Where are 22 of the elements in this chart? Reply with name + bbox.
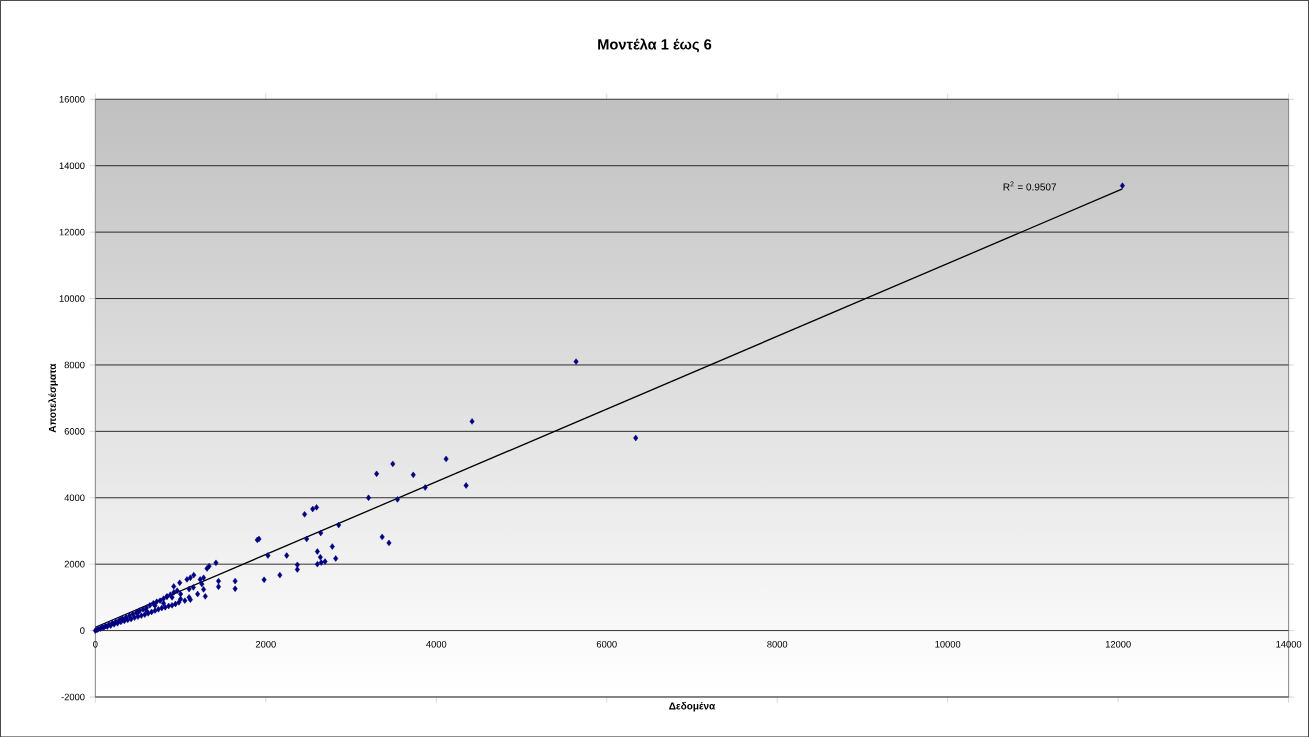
x-tick-label: 14000 [1276, 640, 1302, 648]
y-tick-label: 6000 [64, 427, 85, 435]
x-tick-label: 6000 [596, 640, 617, 648]
x-tick-label: 8000 [767, 640, 788, 648]
y-tick-label: 2000 [64, 560, 85, 568]
y-tick-label: 16000 [59, 95, 85, 103]
annotation: R$^{2}$ = 0.9507 [1003, 181, 1057, 191]
x-tick-label: 10000 [935, 640, 961, 648]
y-tick-label: 0 [80, 627, 85, 634]
y-tick-label: 12000 [59, 228, 85, 236]
y-tick-label: 4000 [64, 494, 85, 501]
chart-title: Μοντέλα 1 έως 6 [598, 38, 712, 53]
x-tick-label: 2000 [255, 640, 276, 648]
x-tick-label: 4000 [426, 640, 447, 648]
y-axis-title: Αποτελέσματα [48, 363, 58, 433]
x-tick-label: 12000 [1105, 640, 1131, 648]
y-tick-label: -2000 [61, 693, 85, 701]
y-tick-label: 14000 [59, 162, 85, 169]
y-tick-label: 8000 [64, 361, 85, 369]
x-axis-title: Δεδομένα [669, 701, 716, 712]
x-tick-label: 0 [93, 640, 98, 648]
y-tick-label: 10000 [59, 295, 85, 302]
